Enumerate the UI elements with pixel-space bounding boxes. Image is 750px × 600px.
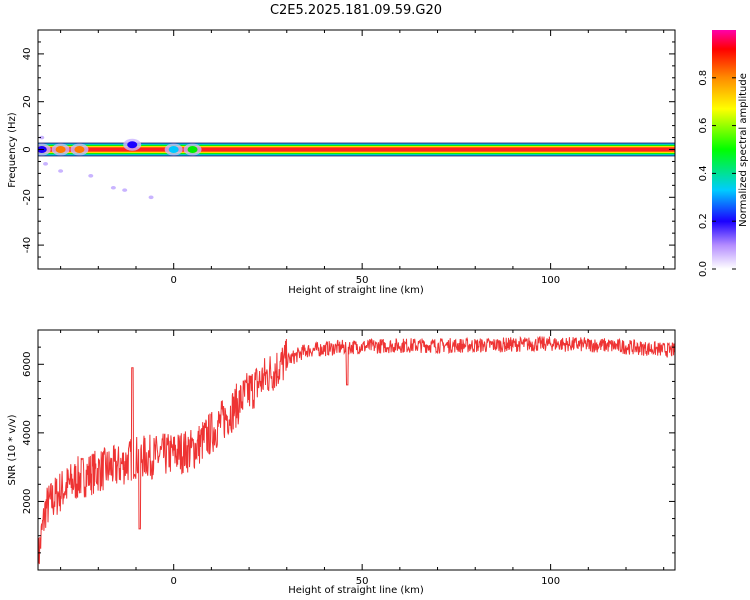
snr-series-line: [38, 335, 675, 570]
snr-x-tick-label: 100: [541, 576, 560, 587]
snr-y-tick-label: 6000: [22, 352, 33, 377]
spectral-blob: [74, 146, 85, 153]
colorbar-tick-label: 0.4: [698, 165, 709, 181]
snr-content: [38, 335, 675, 570]
figure-title: C2E5.2025.181.09.59.G20: [270, 3, 442, 18]
spectrogram-panel: 0 50 100 -40 -20 0 20 40 Height of straight lin…: [7, 29, 676, 296]
spectral-artifact: [122, 188, 128, 192]
spectral-artifact: [39, 135, 45, 140]
colorbar-tick-label: 0.2: [698, 213, 709, 229]
snr-x-axis-label: Height of straight line (km): [288, 585, 424, 596]
spectral-blob: [168, 146, 179, 153]
spectral-artifact: [58, 169, 64, 173]
snr-x-tick-label: 0: [171, 576, 177, 587]
colorbar-tick-label: 0.0: [698, 261, 709, 277]
spectral-blob: [127, 141, 138, 149]
spectrogram-y-tick-label: -40: [22, 237, 33, 253]
snr-y-tick-label: 4000: [22, 420, 33, 445]
spectrogram-y-tick-label: 40: [22, 48, 33, 61]
snr-panel: 0 50 100 2000 4000 6000 Height of straight li…: [7, 329, 676, 596]
main-band-layer: [38, 147, 675, 152]
snr-y-tick-label: 2000: [22, 489, 33, 514]
spectral-blob: [55, 146, 66, 153]
spectral-artifact: [43, 162, 49, 166]
spectrogram-y-axis-label: Frequency (Hz): [7, 112, 18, 188]
spectral-blob: [187, 146, 198, 153]
colorbar-tick-label: 0.6: [698, 118, 709, 134]
colorbar-gradient: [712, 30, 736, 269]
spectrogram-y-tick-label: 0: [22, 146, 33, 152]
spectrogram-y-tick-label: -20: [22, 189, 33, 205]
colorbar-tick-label: 0.8: [698, 70, 709, 86]
spectrogram-x-tick-label: 100: [541, 275, 560, 286]
snr-ticks: 0 50 100 2000 4000 6000: [22, 329, 675, 587]
spectrogram-content: [38, 135, 675, 200]
spectrogram-ticks: 0 50 100 -40 -20 0 20 40: [22, 29, 675, 286]
spectral-artifact: [110, 185, 116, 190]
spectrogram-x-tick-label: 0: [171, 275, 177, 286]
spectral-artifact: [148, 195, 154, 200]
spectral-artifact: [88, 173, 94, 178]
snr-y-axis-label: SNR (10 * v/v): [7, 414, 18, 485]
colorbar: 0.0 0.2 0.4 0.6 0.8 Normalized spectral ampl…: [698, 30, 749, 277]
spectrogram-y-tick-label: 20: [22, 95, 33, 108]
colorbar-ticks: 0.0 0.2 0.4 0.6 0.8: [698, 70, 736, 277]
snr-x-tick-label: 50: [356, 576, 369, 587]
spectrogram-x-tick-label: 50: [356, 275, 369, 286]
spectrogram-x-axis-label: Height of straight line (km): [288, 285, 424, 296]
colorbar-label: Normalized spectral amplitude: [738, 73, 749, 227]
